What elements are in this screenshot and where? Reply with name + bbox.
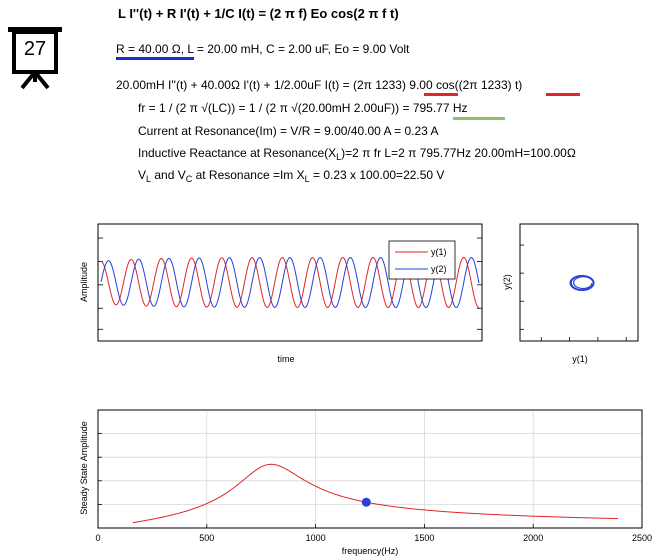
time-chart-frame	[97, 223, 483, 342]
params-line: R = 40.00 Ω, L = 20.00 mH, C = 2.00 uF, …	[116, 42, 409, 57]
freq2-underline	[546, 93, 580, 96]
legend-y2-label: y(2)	[431, 264, 447, 274]
frequency-ticks: 0 500 1000 1500 2000 2500	[95, 433, 652, 543]
other-params: , L = 20.00 mH, C = 2.00 uF, Eo = 9.00 V…	[180, 42, 410, 56]
legend-y1-label: y(1)	[431, 247, 447, 257]
series-y1-line	[100, 256, 480, 309]
presentation-board-icon: 27	[6, 22, 66, 92]
phase-chart: y(1) y(2)	[502, 223, 639, 364]
fr-underline	[453, 117, 505, 120]
slide-number: 27	[23, 38, 47, 60]
freq-xtick-label: 0	[95, 533, 100, 543]
fr-value: 795.77	[412, 101, 450, 115]
voltage-line: VL and VC at Resonance =Im XL = 0.23 x 1…	[138, 168, 445, 184]
phase-ylabel: y(2)	[502, 274, 512, 290]
current-line: Current at Resonance(Im) = V/R = 9.00/40…	[138, 124, 439, 138]
freq-xtick-label: 1000	[306, 533, 326, 543]
resonant-frequency-line: fr = 1 / (2 π √(LC)) = 1 / (2 π √(20.00m…	[138, 101, 468, 116]
freq-xtick-label: 2000	[523, 533, 543, 543]
resistance-param: R = 40.00 Ω	[116, 42, 181, 56]
phase-portrait-line	[569, 274, 595, 292]
voltage-part4: = 0.23 x 100.00=22.50 V	[309, 168, 445, 182]
eq2-part2: ) 9.00 cos((2π	[401, 78, 481, 92]
resistance-underline	[116, 57, 194, 60]
phase-chart-ticks	[520, 244, 627, 341]
frequency-grid	[97, 410, 643, 528]
time-xlabel: time	[277, 354, 294, 364]
freq1-underline	[424, 93, 458, 96]
voltage-part1: V	[138, 168, 147, 182]
expanded-equation: 20.00mH I''(t) + 40.00Ω I'(t) + 1/2.00uF…	[116, 78, 522, 93]
reactance-sub: L	[336, 152, 342, 162]
phase-xlabel: y(1)	[572, 354, 588, 364]
voltage-part3: at Resonance =Im X	[192, 168, 305, 182]
eq2-part1: 20.00mH I''(t) + 40.00Ω I'(t) + 1/2.00uF…	[116, 78, 376, 92]
freq-xtick-label: 500	[199, 533, 214, 543]
response-curve	[132, 463, 619, 524]
voltage-sub1: L	[146, 174, 152, 184]
eq2-freq2: 1233	[480, 78, 508, 92]
frequency-chart: 0 500 1000 1500 2000 2500 frequency(Hz) Stead…	[79, 409, 652, 556]
equation-title: L I''(t) + R I'(t) + 1/C I(t) = (2 π f) …	[118, 6, 399, 21]
voltage-sub3: L	[304, 174, 310, 184]
freq-xtick-label: 1500	[414, 533, 434, 543]
time-chart: y(1) y(2) time Amplitude	[79, 223, 483, 364]
reactance-line: Inductive Reactance at Resonance(XL)=2 π…	[138, 146, 576, 162]
fr-formula: fr = 1 / (2 π √(LC)) = 1 / (2 π √(20.00m…	[138, 101, 413, 115]
fr-unit: Hz	[449, 101, 468, 115]
reactance-part1: Inductive Reactance at Resonance(X	[138, 146, 337, 160]
freq-xtick-label: 2500	[632, 533, 652, 543]
reactance-part2: )=2 π fr L=2 π 795.77Hz 20.00mH=100.00Ω	[341, 146, 576, 160]
voltage-part2: and V	[151, 168, 186, 182]
time-ylabel: Amplitude	[79, 262, 89, 302]
eq2-freq1: 1233	[375, 78, 402, 92]
current-frequency-marker	[361, 497, 371, 507]
eq2-part3: ) t)	[507, 78, 523, 92]
frequency-ylabel: Steady State Amplitude	[79, 421, 89, 515]
frequency-chart-frame	[97, 409, 643, 529]
voltage-sub2: C	[185, 174, 193, 184]
frequency-xlabel: frequency(Hz)	[342, 546, 399, 556]
phase-chart-frame	[519, 223, 639, 342]
time-chart-legend: y(1) y(2)	[388, 240, 456, 280]
